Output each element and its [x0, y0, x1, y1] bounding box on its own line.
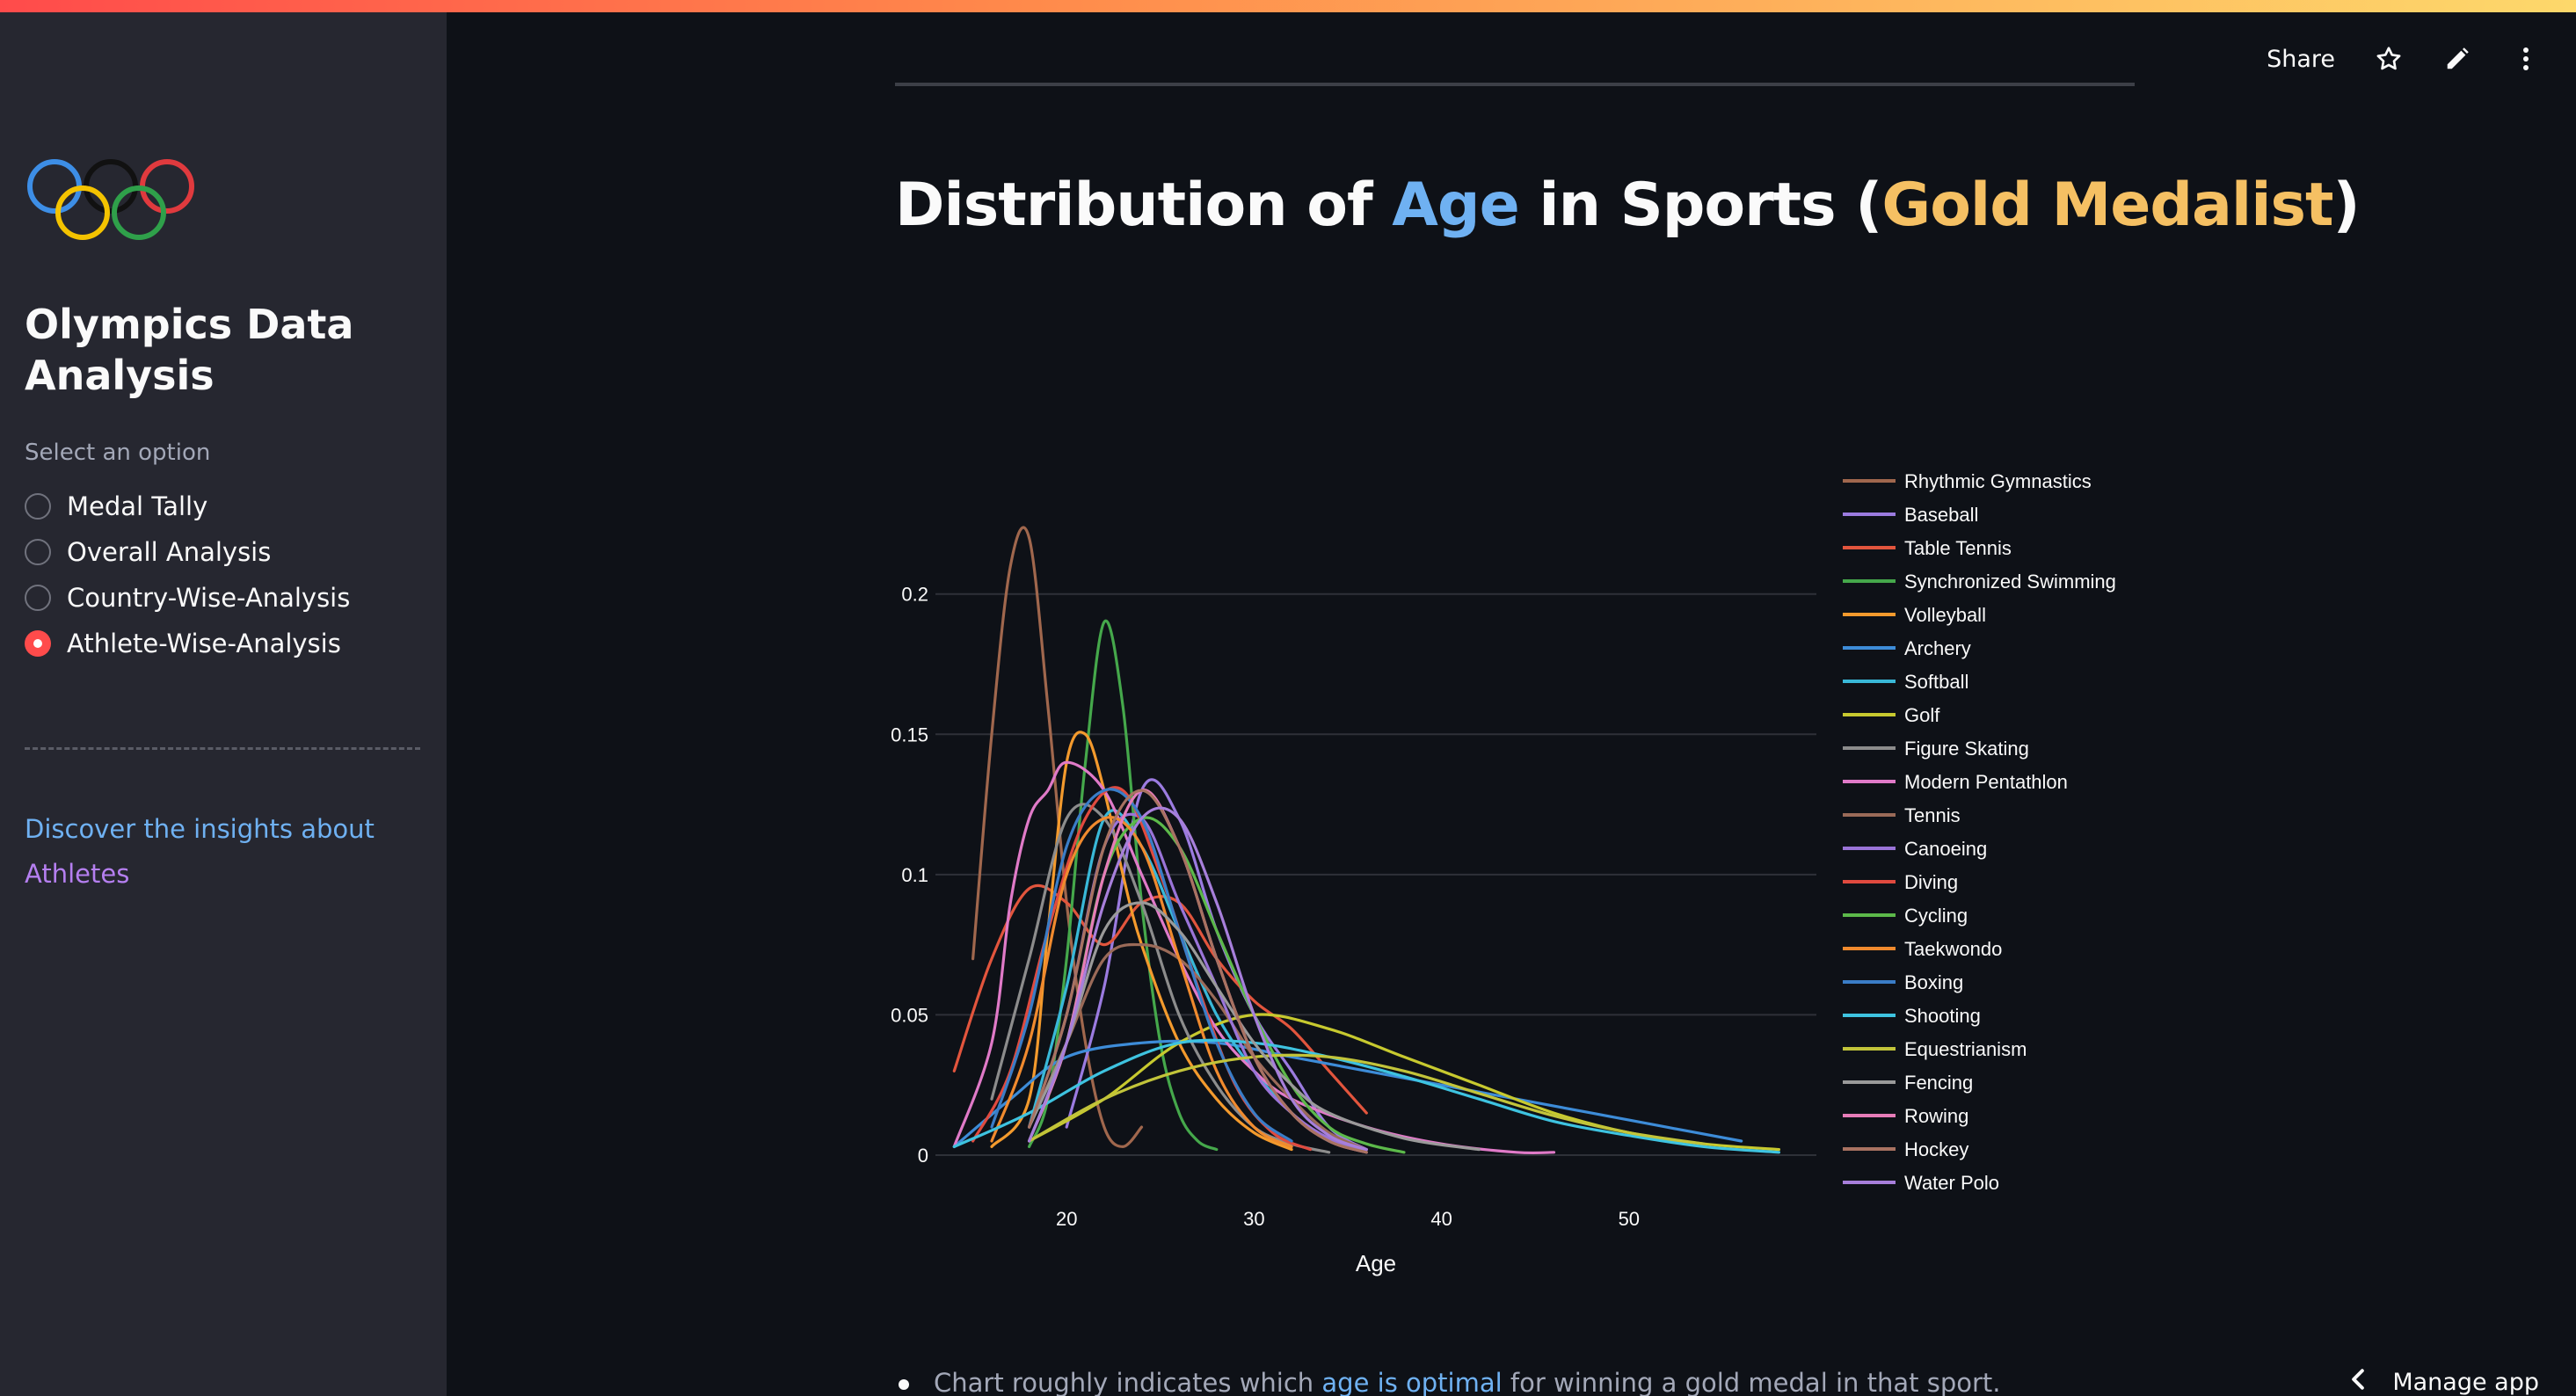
radio-option-label[interactable]: Country-Wise-Analysis [67, 583, 351, 613]
legend-label-softball: Softball [1904, 671, 1968, 693]
title-age-highlight: Age [1392, 171, 1519, 240]
legend-label-modern-pentathlon: Modern Pentathlon [1904, 771, 2068, 793]
legend-label-shooting: Shooting [1904, 1005, 1981, 1027]
legend-label-tennis: Tennis [1904, 804, 1961, 826]
title-gold-highlight: Gold Medalist [1881, 171, 2333, 240]
top-accent-bar [0, 0, 2576, 12]
legend-label-water-polo: Water Polo [1904, 1172, 1999, 1194]
y-tick-label: 0.15 [891, 723, 928, 745]
series-line-equestrianism [1028, 1053, 1706, 1145]
series-line-water-polo [1028, 806, 1368, 1152]
radio-option-label[interactable]: Overall Analysis [67, 537, 272, 567]
series-line-shooting [952, 1038, 1780, 1154]
legend-label-table-tennis: Table Tennis [1904, 537, 2012, 559]
main-divider [895, 83, 2135, 86]
sidebar-insight-text: Discover the insights about Athletes [25, 807, 411, 897]
bullet-text-before: Chart roughly indicates which [934, 1368, 1322, 1396]
app-title: Olympics Data Analysis [25, 301, 354, 399]
legend-label-diving: Diving [1904, 871, 1958, 893]
insight-text-part2: Athletes [25, 859, 130, 889]
legend-label-taekwondo: Taekwondo [1904, 938, 2002, 960]
legend-label-baseball: Baseball [1904, 504, 1978, 526]
legend-label-cycling: Cycling [1904, 905, 1968, 927]
radio-button[interactable] [25, 539, 51, 565]
radio-option-overall-analysis[interactable]: Overall Analysis [25, 529, 350, 575]
radio-option-athlete-wise-analysis[interactable]: Athlete-Wise-Analysis [25, 621, 350, 666]
more-vertical-icon[interactable] [2511, 44, 2541, 74]
x-tick-label: 50 [1619, 1208, 1640, 1230]
sidebar: Olympics Data Analysis Select an option … [0, 12, 447, 1396]
radio-group-label: Select an option [25, 440, 211, 466]
legend-label-canoeing: Canoeing [1904, 838, 1987, 860]
series-line-hockey [1028, 789, 1368, 1154]
series-line-fencing [1028, 901, 1481, 1152]
radio-option-label[interactable]: Athlete-Wise-Analysis [67, 629, 341, 658]
radio-option-country-wise-analysis[interactable]: Country-Wise-Analysis [25, 575, 350, 621]
series-line-volleyball [990, 731, 1293, 1152]
header-actions: Share [2267, 44, 2541, 74]
legend-label-boxing: Boxing [1904, 971, 1963, 993]
series-line-baseball [1065, 778, 1368, 1152]
bullet-text-after: for winning a gold medal in that sport. [1502, 1368, 2001, 1396]
bullet-text-highlight: age is optimal [1321, 1368, 1503, 1396]
sidebar-divider [25, 747, 420, 750]
x-tick-label: 30 [1243, 1208, 1264, 1230]
legend-label-equestrianism: Equestrianism [1904, 1038, 2027, 1060]
star-icon[interactable] [2374, 44, 2404, 74]
legend-label-rowing: Rowing [1904, 1105, 1968, 1127]
series-line-synchronized-swimming [1028, 619, 1219, 1152]
series-line-boxing [990, 788, 1293, 1143]
bullet-dot [899, 1379, 909, 1390]
legend-label-rhythmic-gymnastics: Rhythmic Gymnastics [1904, 470, 2092, 492]
series-line-taekwondo [990, 816, 1293, 1148]
analysis-option-radio-group: Medal Tally Overall Analysis Country-Wis… [25, 484, 350, 666]
title-prefix: Distribution of [895, 171, 1393, 240]
radio-option-label[interactable]: Medal Tally [67, 491, 208, 521]
x-axis-label: Age [1356, 1250, 1396, 1276]
legend-label-figure-skating: Figure Skating [1904, 738, 2029, 760]
legend-label-archery: Archery [1904, 637, 1971, 659]
radio-option-medal-tally[interactable]: Medal Tally [25, 484, 350, 529]
x-tick-label: 40 [1430, 1208, 1452, 1230]
title-middle: in Sports ( [1518, 171, 1882, 240]
y-tick-label: 0.1 [901, 864, 928, 886]
olympic-rings-logo [27, 159, 194, 240]
y-tick-label: 0.05 [891, 1004, 928, 1026]
radio-button-selected[interactable] [25, 630, 51, 657]
manage-app-button[interactable]: Manage app [2350, 1368, 2539, 1396]
series-line-rhythmic-gymnastics [971, 526, 1144, 1148]
chart-note-bullet: Chart roughly indicates which age is opt… [899, 1368, 2001, 1396]
x-tick-label: 20 [1056, 1208, 1077, 1230]
page-title: Distribution of Age in Sports (Gold Meda… [895, 171, 2361, 240]
chevron-left-icon [2350, 1368, 2366, 1396]
share-button[interactable]: Share [2267, 45, 2335, 73]
y-tick-label: 0 [918, 1145, 928, 1167]
radio-button[interactable] [25, 585, 51, 611]
pencil-icon[interactable] [2442, 44, 2472, 74]
legend-label-golf: Golf [1904, 704, 1940, 726]
legend-label-synchronized-swimming: Synchronized Swimming [1904, 571, 2116, 593]
y-tick-label: 0.2 [901, 584, 928, 606]
insight-text-part1: Discover the insights about [25, 814, 375, 844]
legend-label-volleyball: Volleyball [1904, 604, 1986, 626]
age-distribution-chart[interactable]: 0 0.05 0.1 0.15 0.2 20 30 40 50 Age Rhythmic Gymna… [879, 440, 2163, 1301]
legend-label-hockey: Hockey [1904, 1138, 1968, 1160]
series-line-tennis [1028, 942, 1368, 1152]
title-suffix: ) [2332, 171, 2361, 240]
manage-app-label: Manage app [2392, 1369, 2539, 1396]
legend-label-fencing: Fencing [1904, 1072, 1973, 1094]
radio-button[interactable] [25, 493, 51, 520]
